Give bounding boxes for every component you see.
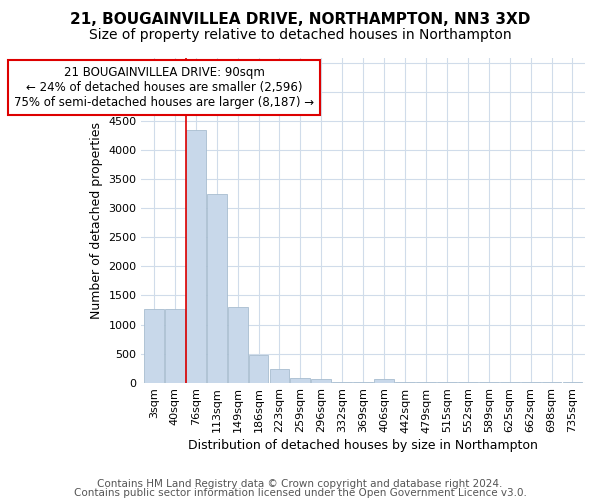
X-axis label: Distribution of detached houses by size in Northampton: Distribution of detached houses by size …: [188, 440, 538, 452]
Text: Contains public sector information licensed under the Open Government Licence v3: Contains public sector information licen…: [74, 488, 526, 498]
Bar: [144, 310, 164, 382]
Bar: [311, 379, 331, 382]
Bar: [207, 194, 227, 382]
Bar: [227, 307, 248, 382]
Text: Contains HM Land Registry data © Crown copyright and database right 2024.: Contains HM Land Registry data © Crown c…: [97, 479, 503, 489]
Bar: [248, 356, 268, 382]
Text: Size of property relative to detached houses in Northampton: Size of property relative to detached ho…: [89, 28, 511, 42]
Bar: [290, 378, 310, 382]
Text: 21 BOUGAINVILLEA DRIVE: 90sqm
← 24% of detached houses are smaller (2,596)
75% o: 21 BOUGAINVILLEA DRIVE: 90sqm ← 24% of d…: [14, 66, 314, 109]
Bar: [269, 368, 289, 382]
Bar: [165, 310, 185, 382]
Y-axis label: Number of detached properties: Number of detached properties: [90, 122, 103, 318]
Bar: [374, 379, 394, 382]
Bar: [186, 130, 206, 382]
Text: 21, BOUGAINVILLEA DRIVE, NORTHAMPTON, NN3 3XD: 21, BOUGAINVILLEA DRIVE, NORTHAMPTON, NN…: [70, 12, 530, 26]
